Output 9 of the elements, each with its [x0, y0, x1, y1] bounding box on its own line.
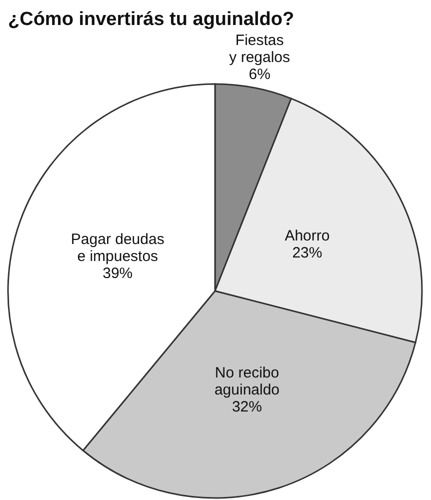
- data-label: 23%: [292, 244, 322, 262]
- data-label: 32%: [232, 398, 262, 416]
- data-label: 6%: [248, 66, 270, 84]
- slice-label: Pagar deudas e impuestos: [70, 230, 164, 265]
- data-label: 39%: [102, 264, 133, 282]
- slice-label: Fiestas y regalos: [229, 32, 290, 66]
- chart-title: ¿Cómo invertirás tu aguinaldo?: [8, 9, 294, 30]
- slice-label: No recibo aguinaldo: [214, 364, 280, 398]
- slice-label: Ahorro: [284, 228, 330, 245]
